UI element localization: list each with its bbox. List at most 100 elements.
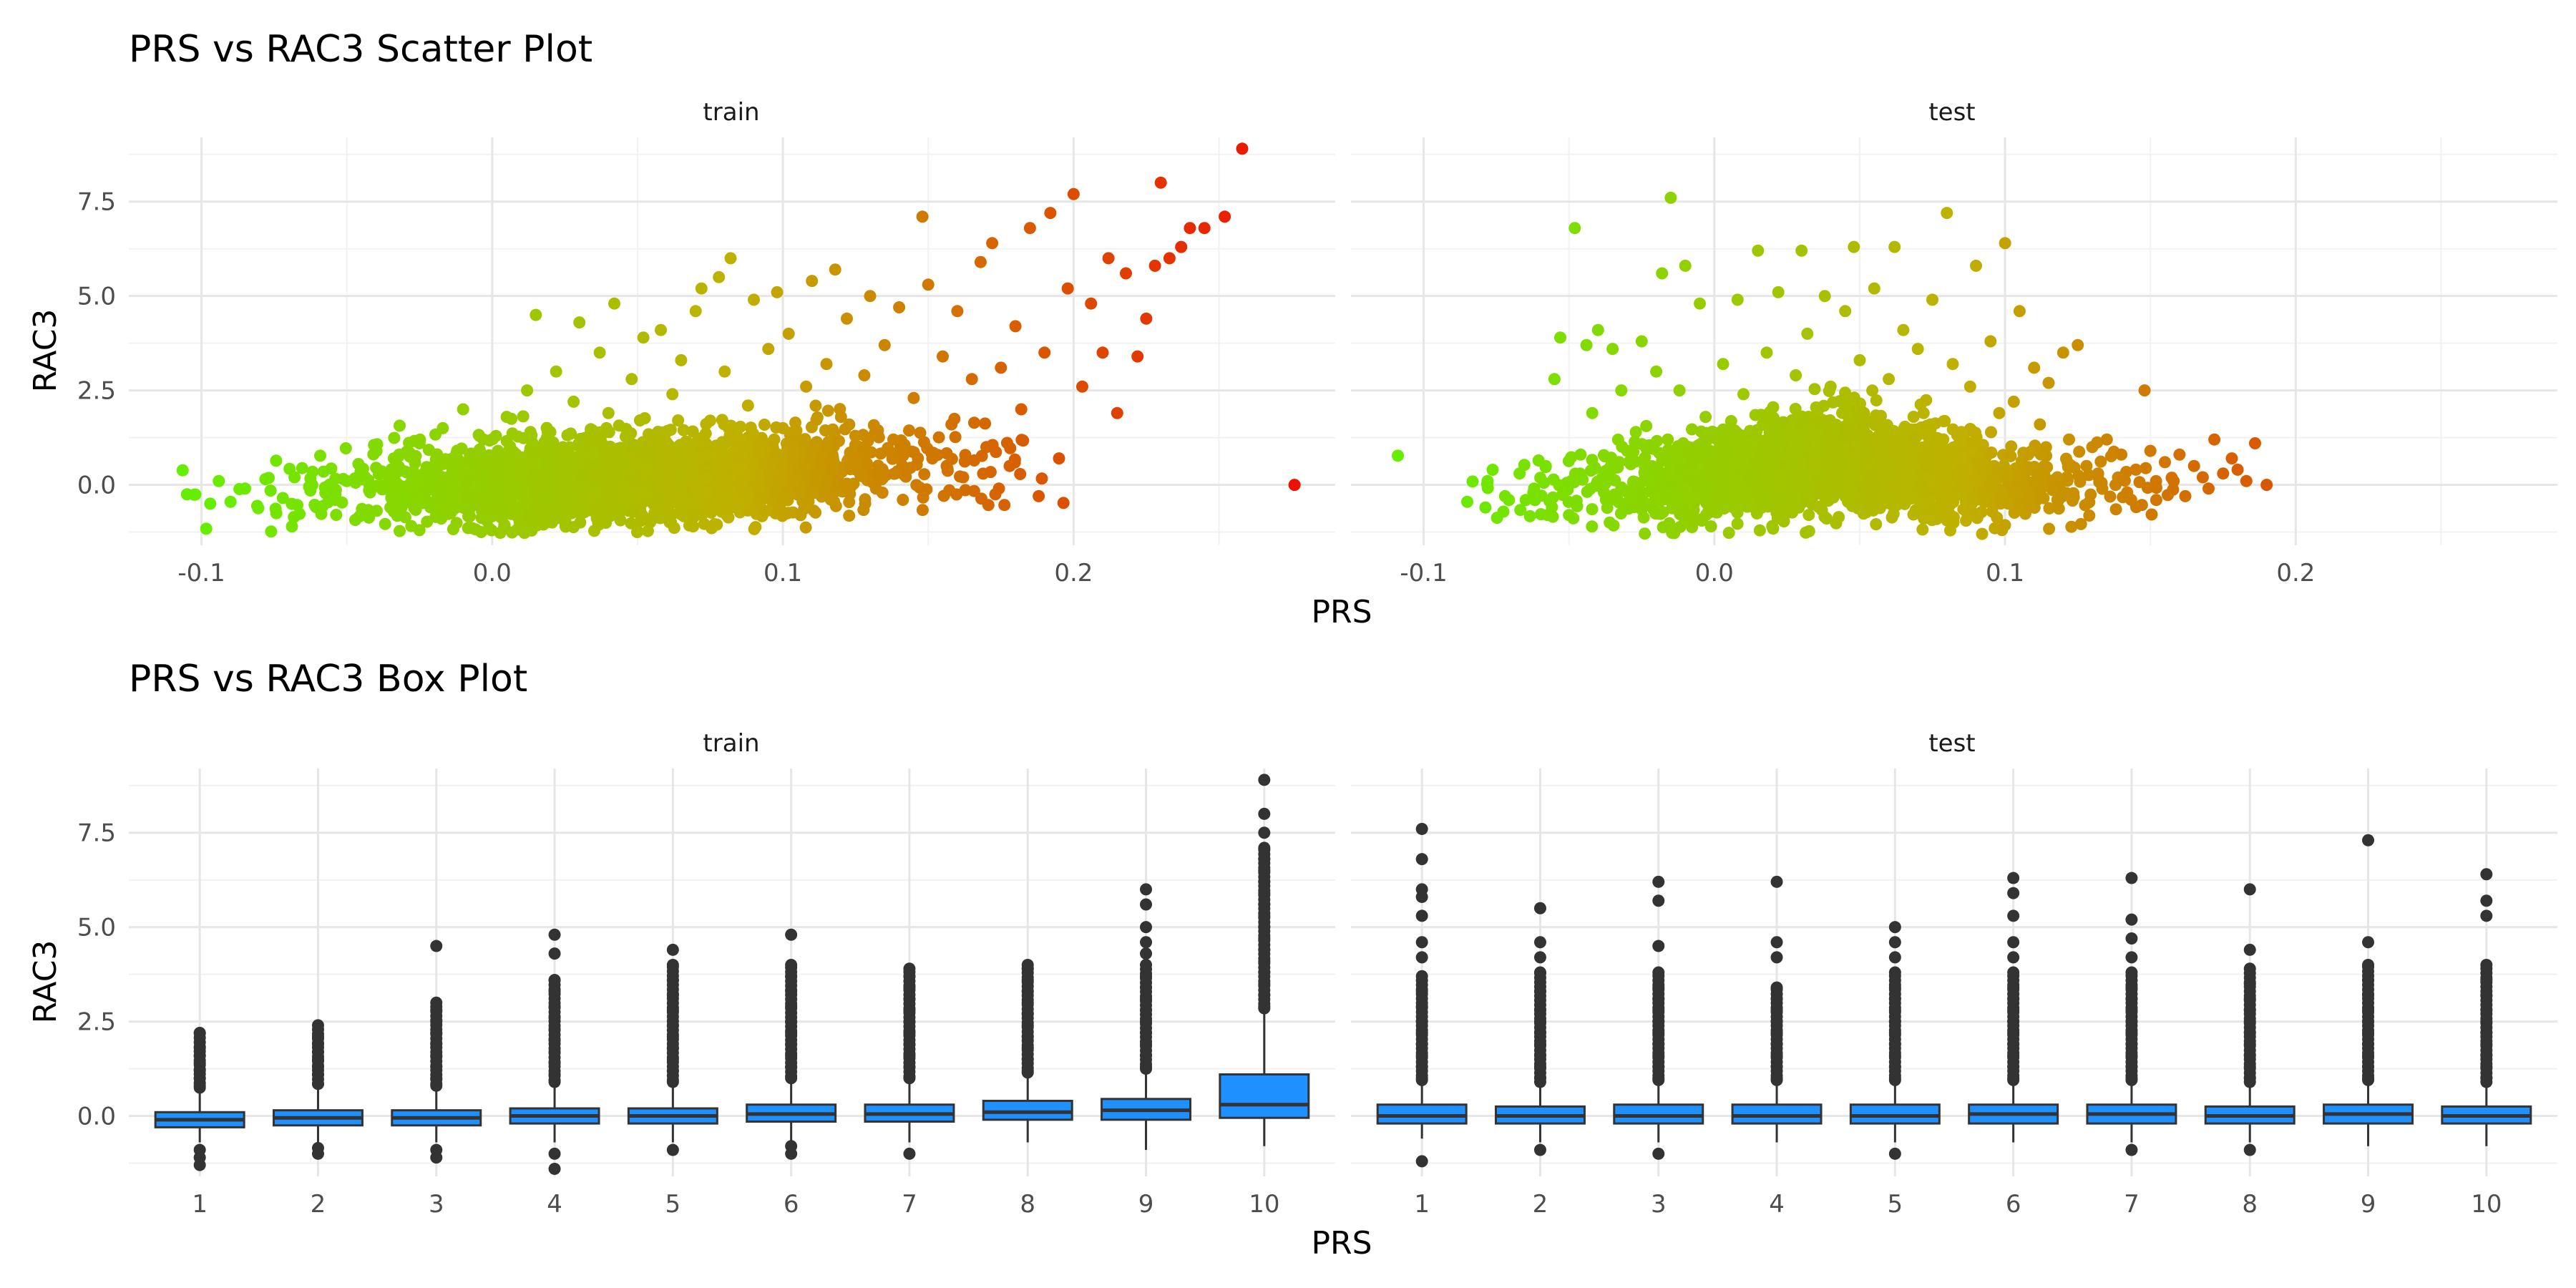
scatter-point [686,425,699,438]
scatter-point [695,282,708,295]
scatter-point [736,452,749,464]
scatter-x-tick-label: 0.0 [473,559,512,587]
scatter-point [1742,496,1755,509]
scatter-point [1859,434,1872,446]
scatter-point [843,418,856,431]
scatter-point [734,421,747,433]
scatter-point [1563,509,1576,522]
scatter-point [1486,464,1499,476]
scatter-point [816,485,829,498]
scatter-point [1009,320,1022,333]
scatter-point [1676,508,1689,521]
scatter-point [442,489,455,502]
scatter-point [1828,441,1840,454]
scatter-point [1851,502,1864,514]
scatter-point [665,447,678,460]
scatter-point [870,467,883,479]
scatter-point [717,488,730,501]
scatter-point [593,346,606,359]
scatter-point [775,475,787,487]
scatter-point [917,491,930,504]
scatter-point [617,489,630,502]
scatter-point [1598,466,1611,478]
scatter-point [723,455,736,468]
scatter-point [702,487,715,499]
scatter-point [945,418,958,431]
scatter-point [713,270,726,283]
scatter-point [940,459,953,472]
scatter-point [593,426,606,439]
scatter-point [677,424,690,436]
scatter-point [1840,396,1853,409]
scatter-point [2022,487,2035,500]
scatter-point [1131,350,1144,363]
scatter-point [1890,479,1903,492]
scatter-point [1154,176,1167,189]
scatter-point [758,419,771,431]
scatter-point [503,444,516,457]
scatter-point [1057,497,1070,509]
scatter-point [368,439,381,452]
scatter-point [1924,475,1937,488]
scatter-point [489,429,502,442]
scatter-point [1984,478,1997,491]
scatter-point [702,449,715,462]
scatter-point [1586,520,1599,533]
scatter-point [1745,426,1757,439]
scatter-title: PRS vs RAC3 Scatter Plot [129,28,592,71]
scatter-point [1017,434,1030,447]
scatter-y-tick-label: 7.5 [77,188,116,217]
scatter-point [722,511,735,524]
scatter-point [1966,436,1979,449]
scatter-point [1546,491,1559,504]
scatter-point [1682,443,1695,456]
scatter-point [1968,474,1981,487]
scatter-point [760,504,773,517]
scatter-point [492,444,504,457]
scatter-point [653,471,665,484]
scatter-point [1044,207,1057,220]
scatter-point [2109,503,2122,516]
scatter-point [349,514,361,527]
scatter-point [683,452,696,465]
scatter-point [744,464,757,477]
scatter-panel-train: -0.1 0.0 0.1 0.20.02.55.07.5 [77,137,1335,587]
scatter-point [1392,449,1404,462]
scatter-point [776,509,789,522]
scatter-point [2031,469,2044,482]
scatter-point [951,305,964,318]
scatter-point [270,507,283,519]
scatter-point [1615,384,1628,397]
scatter-point [932,431,945,444]
scatter-point [393,448,406,461]
scatter-point [2104,490,2117,503]
scatter-point [532,493,545,505]
scatter-point [820,358,833,371]
scatter-point [518,527,531,540]
scatter-point [1565,474,1578,487]
scatter-point [2054,489,2067,502]
scatter-point [1647,442,1660,455]
scatter-point [927,448,940,461]
scatter-point [1554,331,1566,344]
scatter-point [2104,450,2117,462]
scatter-point [388,431,401,444]
scatter-point [858,369,871,381]
scatter-point [394,419,406,432]
scatter-point [1976,527,1989,540]
scatter-point [2002,497,2015,510]
scatter-point [984,466,997,479]
scatter-point [893,301,906,313]
scatter-point [855,469,868,482]
scatter-point [1833,511,1845,524]
scatter-point [753,477,766,490]
scatter-point [1767,401,1780,414]
scatter-point [1067,187,1080,200]
scatter-point [400,466,413,479]
scatter-point [809,399,822,412]
scatter-point [413,437,426,449]
scatter-point [1770,442,1783,455]
scatter-point [998,499,1011,512]
scatter-point [640,487,653,500]
scatter-point [529,457,542,470]
